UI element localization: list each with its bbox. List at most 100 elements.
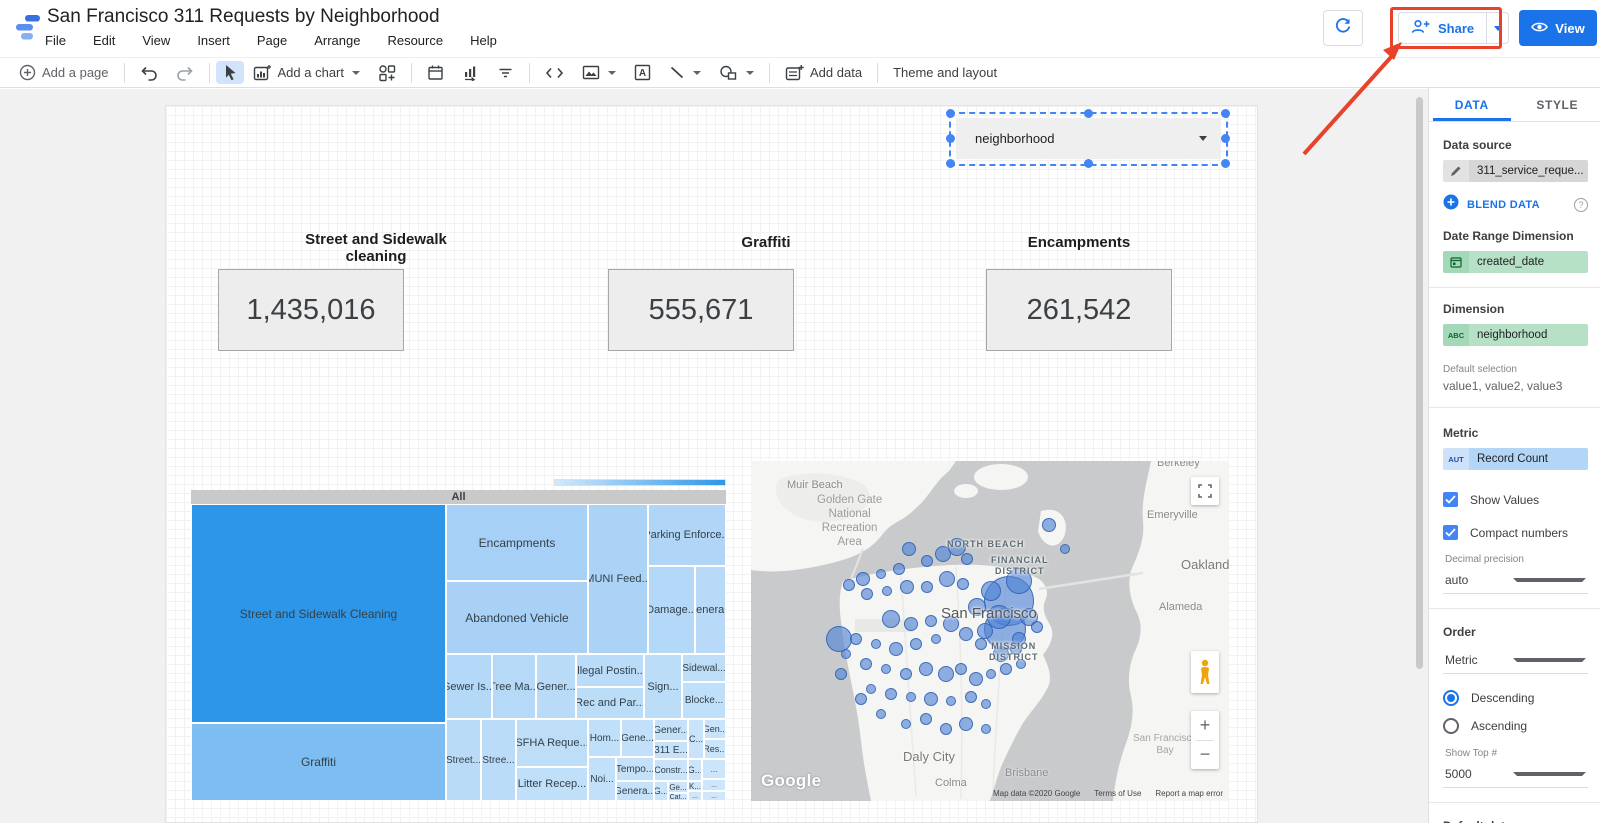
treemap-cell[interactable]: C... [688, 719, 704, 759]
treemap-cell[interactable]: ... [688, 791, 702, 801]
treemap-cell[interactable]: G... [654, 781, 668, 801]
menu-help[interactable]: Help [470, 33, 497, 48]
neighborhood-filter-control[interactable]: neighborhood [956, 118, 1221, 159]
dimension-chip[interactable]: ABC neighborhood [1443, 324, 1588, 346]
insert-image-button[interactable] [573, 60, 625, 86]
insert-text-button[interactable]: A [625, 60, 660, 86]
radio-unselected-icon[interactable] [1443, 718, 1459, 734]
map-fullscreen-button[interactable] [1191, 477, 1219, 505]
insert-line-button[interactable] [660, 60, 710, 86]
treemap-cell[interactable]: Constr... [654, 759, 688, 781]
treemap-cell[interactable]: Illegal Postin... [576, 654, 644, 687]
scorecard-encampments[interactable]: 261,542 [986, 269, 1172, 351]
selection-handle[interactable] [1083, 159, 1093, 168]
report-page[interactable]: neighborhood Street and Sidewalk cleanin… [165, 105, 1258, 823]
radio-selected-icon[interactable] [1443, 690, 1459, 706]
selection-handle[interactable] [1221, 159, 1230, 168]
treemap-cell[interactable]: Encampments [446, 504, 588, 581]
selection-handle[interactable] [1221, 134, 1230, 143]
embed-url-button[interactable] [536, 60, 573, 86]
report-map-error-link[interactable]: Report a map error [1155, 789, 1223, 798]
terms-of-use-link[interactable]: Terms of Use [1094, 789, 1142, 798]
community-visualizations-button[interactable] [369, 60, 405, 86]
tab-data[interactable]: DATA [1429, 88, 1515, 121]
default-selection-value[interactable]: value1, value2, value3 [1443, 379, 1563, 393]
checkbox-checked-icon[interactable] [1443, 492, 1458, 507]
canvas-vertical-scrollbar[interactable] [1416, 97, 1423, 669]
treemap-cell[interactable]: Graffiti [191, 723, 446, 801]
menu-page[interactable]: Page [256, 33, 288, 48]
report-title[interactable]: San Francisco 311 Requests by Neighborho… [47, 6, 440, 27]
menu-file[interactable]: File [45, 33, 66, 48]
share-button[interactable]: Share [1398, 12, 1510, 44]
filter-control-button[interactable] [488, 60, 523, 86]
scorecard-graffiti[interactable]: 555,671 [608, 269, 794, 351]
data-control-button[interactable] [453, 60, 488, 86]
scorecard-title-graffiti[interactable]: Graffiti [741, 234, 791, 251]
treemap-cell[interactable]: Hom... [588, 719, 621, 757]
treemap-cell[interactable]: Abandoned Vehicle [446, 581, 588, 654]
treemap-cell[interactable]: Tempo... [616, 757, 654, 781]
treemap-cell[interactable]: Blocke... [682, 682, 726, 719]
treemap-cell[interactable]: ... [702, 759, 726, 779]
selection-handle[interactable] [946, 159, 955, 168]
show-top-select[interactable]: 5000 [1443, 763, 1588, 788]
selection-handle[interactable] [946, 109, 955, 118]
treemap-cell[interactable]: Gener... [536, 654, 576, 719]
refresh-button[interactable] [1323, 10, 1363, 46]
blend-data-link[interactable]: BLEND DATA [1467, 198, 1540, 211]
treemap-chart[interactable]: All Street and Sidewalk Cleaning Graffiti… [191, 490, 726, 801]
add-page-button[interactable]: Add a page [10, 60, 118, 86]
treemap-cell[interactable]: Sign... [644, 654, 682, 719]
treemap-cell[interactable]: Noi... [588, 757, 616, 801]
treemap-cell[interactable]: Sidewal... [682, 654, 726, 682]
menu-arrange[interactable]: Arrange [314, 33, 361, 48]
treemap-cell[interactable]: Gener... [654, 719, 688, 741]
treemap-cell[interactable]: Rec and Par... [576, 687, 644, 719]
pencil-icon[interactable] [1443, 160, 1469, 182]
treemap-cell[interactable]: Ge... [668, 781, 688, 793]
treemap-cell[interactable]: G... [688, 759, 702, 781]
decimal-precision-select[interactable]: auto [1443, 569, 1588, 594]
treemap-cell[interactable]: Res... [704, 739, 726, 759]
data-source-chip[interactable]: 311_service_reque... [1443, 160, 1588, 182]
treemap-cell[interactable]: Cat... [668, 793, 688, 801]
select-tool-button[interactable] [215, 61, 244, 84]
treemap-cell[interactable]: ... [702, 791, 726, 801]
checkbox-checked-icon[interactable] [1443, 525, 1458, 540]
treemap-cell[interactable]: Street and Sidewalk Cleaning [191, 504, 446, 723]
treemap-cell[interactable]: ... [702, 779, 726, 791]
help-icon[interactable]: ? [1574, 197, 1588, 212]
treemap-cell[interactable]: Sewer Is... [446, 654, 492, 719]
treemap-cell[interactable]: Parking Enforce... [648, 504, 726, 566]
treemap-root-header[interactable]: All [191, 490, 726, 504]
treemap-cell[interactable]: Damage... [648, 566, 695, 654]
order-select[interactable]: Metric [1443, 649, 1588, 674]
selection-handle[interactable] [1221, 109, 1230, 118]
insert-shape-button[interactable] [710, 60, 763, 86]
treemap-cell[interactable]: Gen... [704, 719, 726, 739]
treemap-cell[interactable]: Street... [446, 719, 481, 801]
selection-handle[interactable] [946, 134, 955, 143]
view-button[interactable]: View [1519, 10, 1597, 46]
menu-view[interactable]: View [142, 33, 171, 48]
menu-edit[interactable]: Edit [92, 33, 116, 48]
treemap-cell[interactable]: Genera... [695, 566, 726, 654]
menu-insert[interactable]: Insert [197, 33, 230, 48]
redo-button[interactable] [167, 60, 203, 86]
bubble-map-chart[interactable]: Berkeley Muir Beach Golden Gate National R… [751, 461, 1229, 801]
treemap-cell[interactable]: SFHA Reque... [516, 719, 588, 767]
treemap-cell[interactable]: Tree Ma... [492, 654, 536, 719]
tab-style[interactable]: STYLE [1536, 97, 1579, 112]
menu-resource[interactable]: Resource [387, 33, 444, 48]
zoom-in-button[interactable]: + [1199, 715, 1211, 735]
zoom-out-button[interactable]: − [1199, 744, 1211, 764]
data-studio-logo-icon[interactable] [10, 11, 46, 45]
date-range-control-button[interactable] [418, 60, 453, 86]
selection-handle[interactable] [1083, 109, 1093, 118]
add-data-button[interactable]: Add data [776, 60, 871, 86]
treemap-cell[interactable]: Stree... [481, 719, 516, 801]
treemap-cell[interactable]: Gene... [621, 719, 654, 757]
share-dropdown-button[interactable] [1486, 13, 1508, 43]
treemap-cell[interactable]: MUNI Feed... [588, 504, 648, 654]
